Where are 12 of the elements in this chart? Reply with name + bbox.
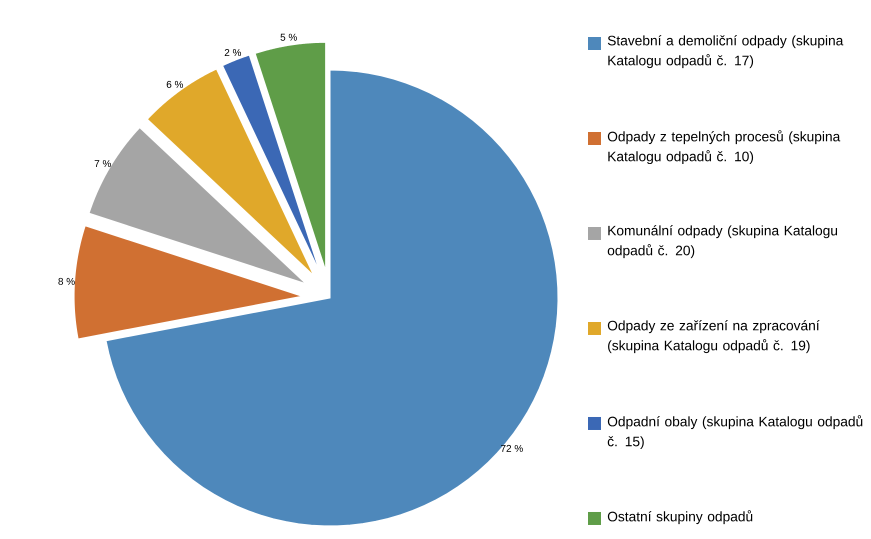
data-label: 5 % — [280, 34, 297, 41]
legend-label: Stavební a demoliční odpady (skupina Katalogu odpadů č. 17) — [608, 35, 844, 68]
data-label: 2 % — [224, 49, 242, 56]
data-label: 7 % — [94, 160, 111, 168]
legend-label: Ostatní skupiny odpadů — [608, 510, 752, 524]
legend-label: Odpady z tepelných procesů (skupina Katalogu odpadů č. 10) — [608, 130, 840, 164]
legend-label: Odpadní obaly (skupina Katalogu odpadů č. 15) — [608, 415, 862, 450]
legend-label: Odpady ze zařízení na zpracování (skupina Katalogu odpadů č. 19) — [608, 320, 820, 354]
data-label: 6 % — [166, 80, 184, 88]
legend-label: Komunální odpady (skupina Katalogu odpadů č. 20) — [608, 225, 838, 258]
data-label: 8 % — [58, 278, 75, 285]
data-label: 72 % — [501, 444, 523, 452]
